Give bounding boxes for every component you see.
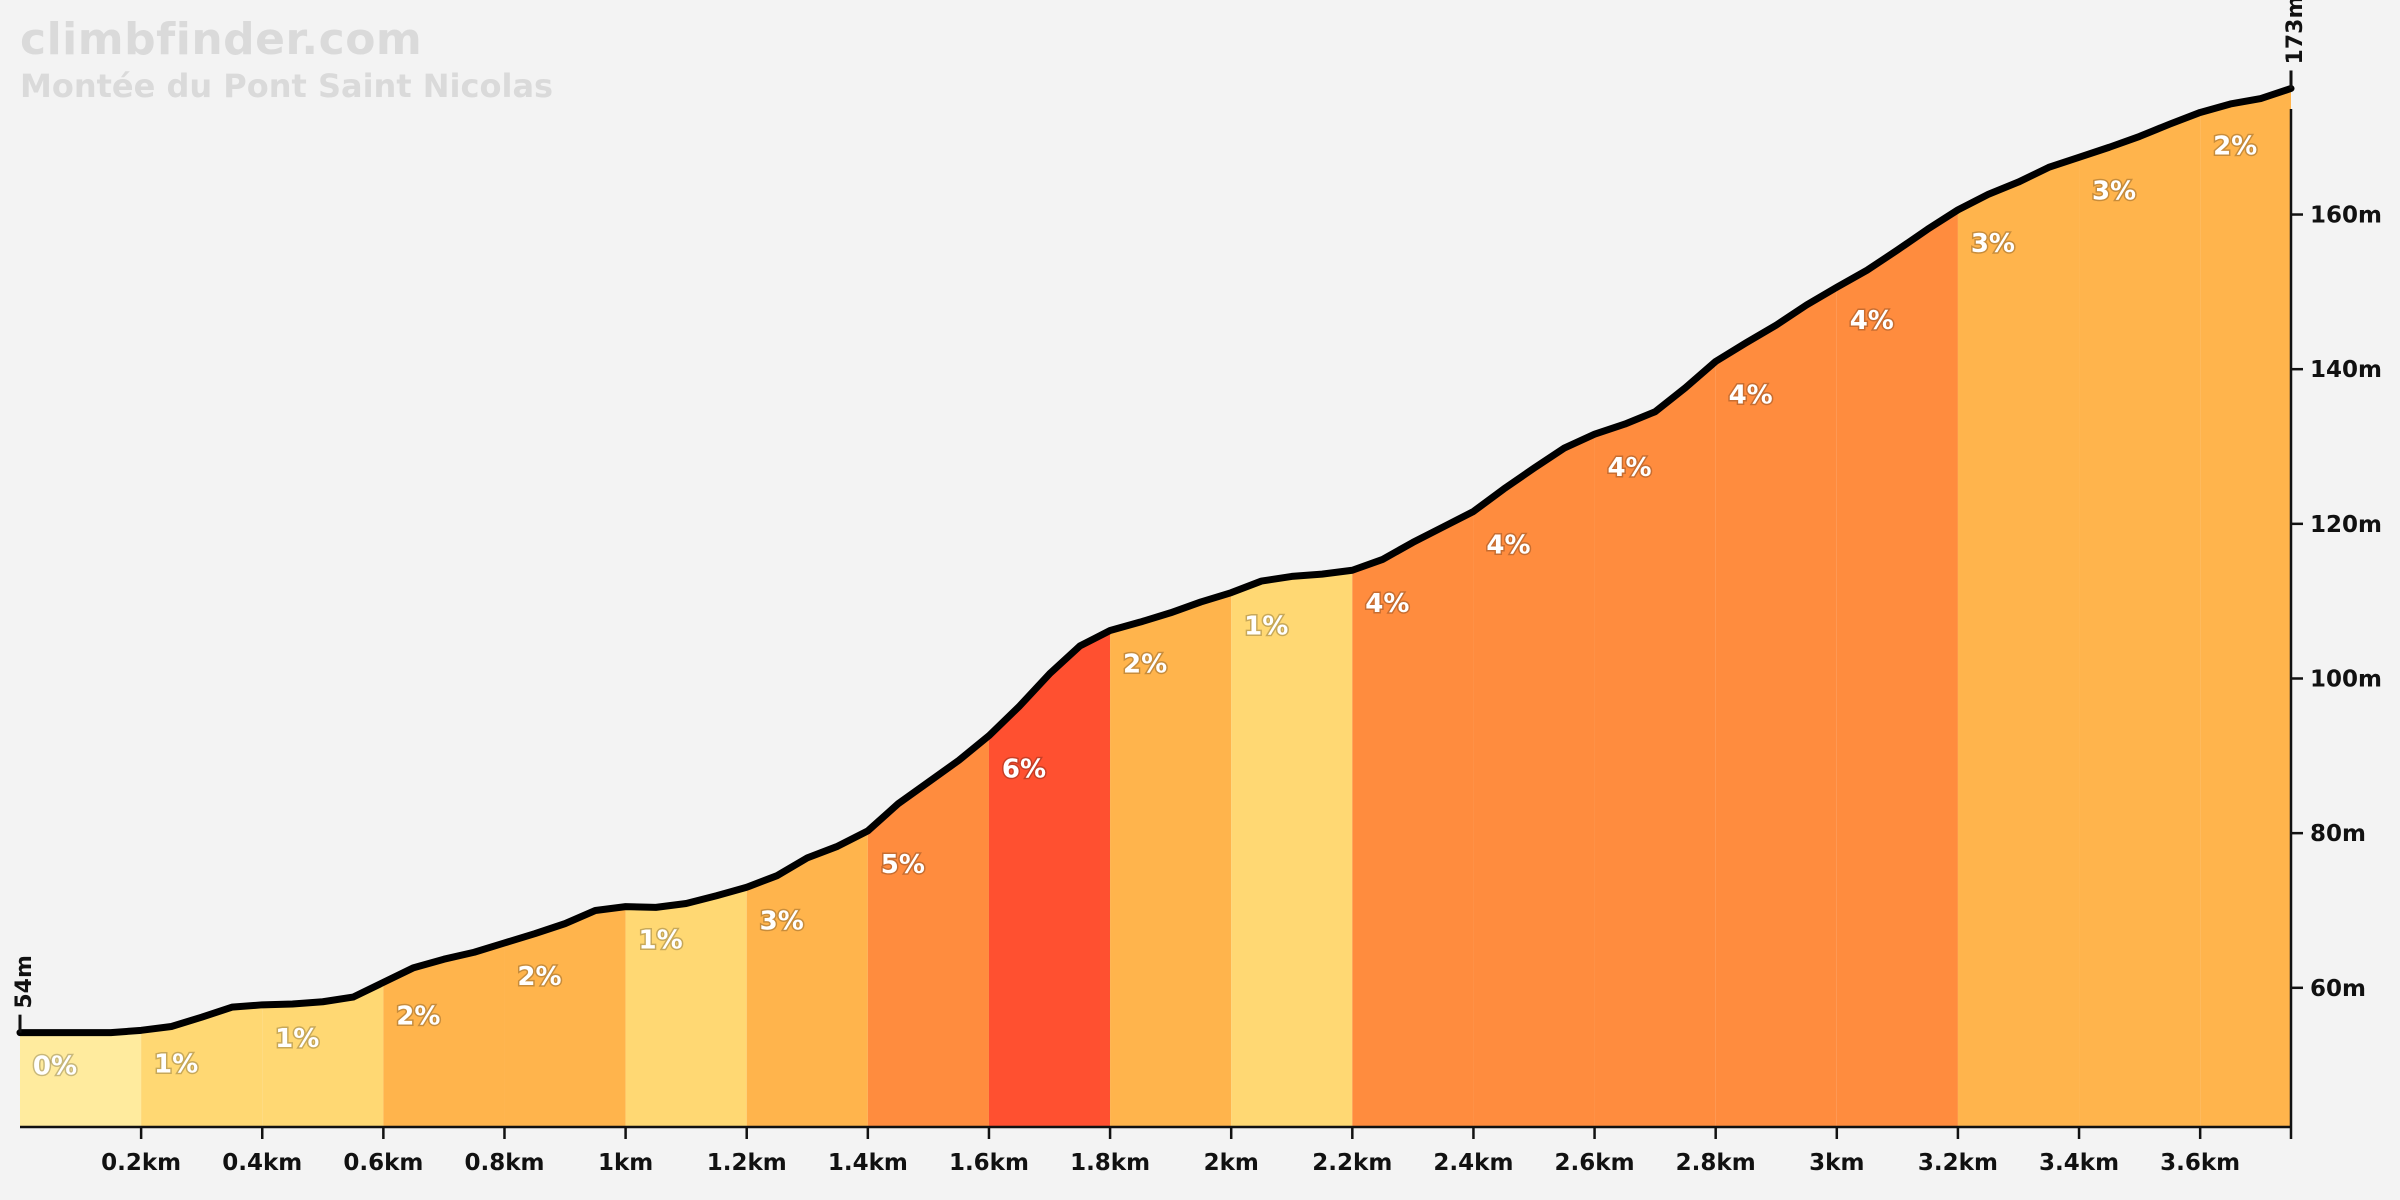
site-name: climbfinder.com (20, 14, 423, 65)
segment-gradient-label: 1% (154, 1049, 198, 1079)
gradient-segment-17 (1957, 157, 2080, 1127)
x-tick-label: 0.8km (464, 1150, 544, 1176)
gradient-segment-3 (262, 982, 384, 1127)
segment-gradient-label: 2% (517, 962, 561, 992)
gradient-segment-9 (988, 630, 1111, 1127)
x-tick-label: 2km (1204, 1150, 1259, 1176)
y-tick-label: 140m (2310, 357, 2382, 383)
x-tick-label: 1.4km (828, 1150, 908, 1176)
gradient-segment-5 (504, 906, 626, 1127)
x-tick-label: 2.8km (1676, 1150, 1756, 1176)
y-tick-label: 160m (2310, 203, 2382, 229)
segment-gradient-label: 0% (33, 1052, 77, 1082)
x-tick-label: 2.4km (1433, 1150, 1513, 1176)
x-tick-label: 3.2km (1918, 1150, 1998, 1176)
y-tick-label: 100m (2310, 666, 2382, 692)
gradient-segment-18 (2079, 112, 2201, 1128)
start-elevation-label: 54m (12, 955, 37, 1009)
gradient-segment-13 (1473, 434, 1595, 1127)
segment-gradient-label: 4% (1365, 589, 1409, 619)
y-tick-label: 120m (2310, 512, 2382, 538)
gradient-segment-2 (141, 1004, 263, 1127)
segment-gradient-label: 2% (396, 1001, 440, 1031)
gradient-segment-1 (20, 1030, 142, 1127)
segment-gradient-label: 3% (2092, 176, 2136, 206)
x-tick-label: 3.6km (2160, 1150, 2240, 1176)
y-tick-label: 60m (2310, 976, 2366, 1002)
x-tick-label: 0.6km (343, 1150, 423, 1176)
segment-gradient-label: 2% (1123, 650, 1167, 680)
segment-gradient-label: 2% (2213, 131, 2257, 161)
x-tick-label: 3km (1809, 1150, 1864, 1176)
brand-header: climbfinder.com Montée du Pont Saint Nic… (20, 14, 554, 105)
gradient-segment-16 (1836, 209, 1958, 1127)
gradient-segment-6 (625, 887, 747, 1127)
y-tick-label: 80m (2310, 821, 2366, 847)
climb-name: Montée du Pont Saint Nicolas (20, 67, 554, 105)
gradient-segment-12 (1352, 511, 1474, 1127)
gradient-segment-4 (383, 942, 505, 1127)
segment-gradient-label: 6% (1002, 755, 1046, 785)
segment-gradient-label: 3% (1971, 229, 2015, 259)
gradient-segment-8 (867, 735, 989, 1127)
gradient-segment-19 (2200, 88, 2291, 1127)
x-tick-label: 0.2km (101, 1150, 181, 1176)
profile-line-layer (16, 84, 2295, 1037)
x-tick-label: 2.6km (1555, 1150, 1635, 1176)
x-tick-label: 1km (598, 1150, 653, 1176)
gradient-segment-11 (1231, 570, 1353, 1127)
gradient-segment-15 (1715, 287, 1837, 1127)
segment-gradient-label: 1% (275, 1024, 319, 1054)
segment-gradient-label: 4% (1850, 306, 1894, 336)
x-tick-label: 1.2km (707, 1150, 787, 1176)
x-tick-label: 0.4km (222, 1150, 302, 1176)
axes: 0.2km 0.4km 0.6km 0.8km 1km 1.2km 1.4km 1.6km 1.… (12, 0, 2382, 1176)
gradient-segment-7 (746, 830, 868, 1127)
end-elevation-label: 173m (2283, 0, 2308, 64)
gradient-segment-10 (1110, 592, 1232, 1127)
gradient-labels: 0% 1% 1% 2% 2% 1% 3% 5% 6% 2% 1% 4% 4% 4% 4% 4% 3% 3% 2% (31, 130, 2258, 1083)
segment-gradient-label: 5% (881, 850, 925, 880)
segment-gradient-label: 4% (1607, 453, 1651, 483)
segment-gradient-label: 1% (1244, 612, 1288, 642)
x-tick-label: 2.2km (1312, 1150, 1392, 1176)
gradient-segments (20, 88, 2291, 1128)
segment-gradient-label: 4% (1486, 530, 1530, 560)
segment-gradient-label: 3% (760, 906, 804, 936)
segment-gradient-label: 1% (639, 926, 683, 956)
gradient-segment-14 (1594, 361, 1716, 1127)
x-tick-label: 3.4km (2039, 1150, 2119, 1176)
elevation-profile-line (16, 84, 2295, 1037)
x-tick-label: 1.8km (1070, 1150, 1150, 1176)
segment-gradient-label: 4% (1729, 380, 1773, 410)
x-tick-label: 1.6km (949, 1150, 1029, 1176)
